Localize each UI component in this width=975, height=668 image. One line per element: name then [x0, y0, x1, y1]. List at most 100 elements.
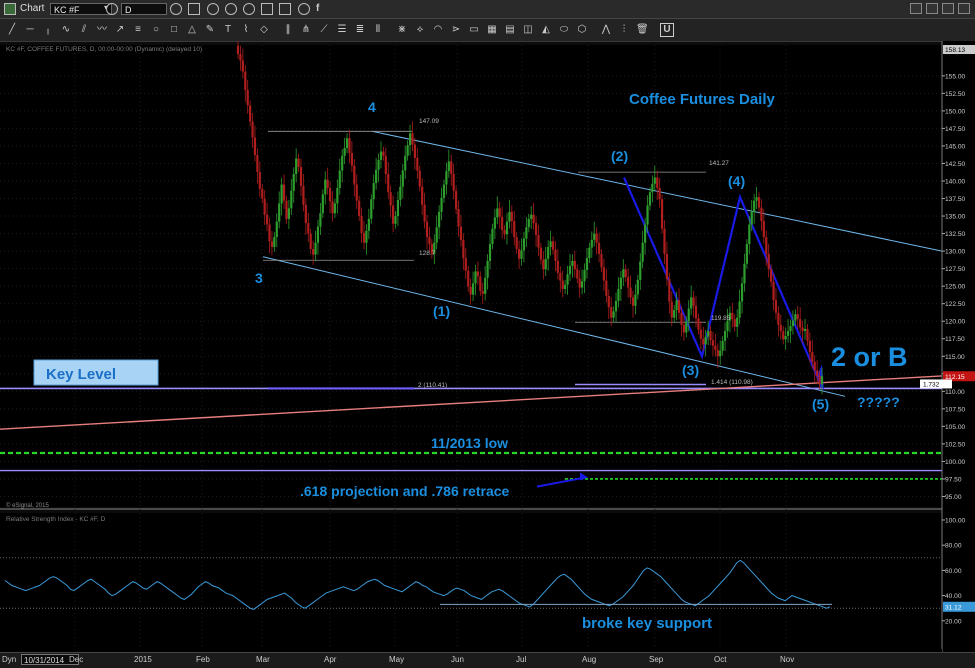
cursor-icon[interactable]	[225, 3, 237, 15]
candle-body	[401, 170, 404, 187]
symbol-input[interactable]: KC #F	[50, 3, 112, 15]
candle-body	[685, 321, 688, 333]
speed-tool-icon[interactable]: ⟡	[416, 24, 424, 35]
candle-body	[680, 312, 683, 325]
candle-body	[331, 201, 334, 214]
candle-body	[704, 336, 707, 345]
marker-tool-icon[interactable]: ◇	[260, 24, 268, 35]
line-tool-icon[interactable]: ╱	[8, 24, 16, 35]
arrow-tool-icon[interactable]: ↗	[115, 24, 125, 35]
trash-icon[interactable]: 🗑	[636, 24, 649, 35]
candle-body	[614, 300, 618, 312]
zoom-out-icon[interactable]	[207, 3, 219, 15]
cycle-tool-icon[interactable]: ≣	[355, 24, 365, 35]
candle-body	[251, 121, 254, 138]
candle-body	[520, 250, 523, 259]
candle-body	[430, 244, 433, 254]
wave-tool-icon[interactable]: 〰	[97, 24, 107, 35]
template-icon[interactable]	[188, 3, 200, 15]
bottom-bar: Dyn 10/31/2014 Dec 2015 Feb Mar Apr May Jun Jul…	[0, 652, 975, 668]
two-or-b-label: 2 or B	[831, 342, 908, 372]
candle-body	[348, 138, 351, 153]
arc-tool-icon[interactable]: ◠	[433, 24, 443, 35]
candle-body	[571, 260, 574, 266]
clock-icon[interactable]	[170, 3, 182, 15]
candle-body	[692, 297, 695, 306]
candle-body	[534, 223, 538, 235]
close-button[interactable]	[958, 3, 970, 14]
candle-body	[484, 277, 487, 294]
fib-tool-icon[interactable]: ≡	[135, 24, 141, 35]
zigzag-tool-icon[interactable]: ∿	[61, 24, 71, 35]
candle-body	[750, 211, 753, 225]
candle-body	[656, 177, 659, 189]
candle-body	[709, 331, 712, 341]
window-pin-button[interactable]	[910, 3, 922, 14]
link-icon[interactable]	[106, 3, 118, 15]
regression-tool-icon[interactable]: ⟋	[320, 24, 328, 35]
date-input[interactable]: 10/31/2014	[21, 654, 79, 665]
ratio-tool-icon[interactable]: ▤	[505, 24, 515, 35]
candle-body	[452, 173, 455, 191]
candle-body	[467, 270, 470, 287]
level-141-label: 141.27	[709, 160, 729, 167]
candle-body	[285, 200, 288, 219]
triangle-tool-icon[interactable]: △	[188, 24, 196, 35]
oval-tool-icon[interactable]: ⬭	[559, 24, 569, 35]
candle-body	[791, 320, 795, 327]
maximize-button[interactable]	[942, 3, 954, 14]
ellipse-tool-icon[interactable]: ○	[152, 24, 160, 35]
candle-body	[580, 281, 584, 288]
brush-tool-icon[interactable]: ⌇	[243, 24, 249, 35]
text-tool-icon[interactable]: T	[224, 24, 232, 35]
shape-tool-icon[interactable]: ◭	[542, 24, 550, 35]
period-tool-icon[interactable]: ⦀	[375, 24, 381, 35]
chart-area: 155.00 152.50 150.00 147.50 145.00 142.50 140.…	[0, 41, 975, 652]
underline-icon[interactable]: U	[660, 23, 674, 37]
candle-body	[486, 260, 489, 278]
last-price-box	[943, 371, 975, 382]
candle-body	[539, 247, 543, 260]
hexagon-tool-icon[interactable]: ⬡	[577, 24, 587, 35]
facebook-icon[interactable]: f	[316, 3, 320, 14]
pitchfork-tool-icon[interactable]: ⋔	[301, 24, 311, 35]
rsi-header: Relative Strength Index - KC #F, D	[6, 516, 106, 523]
interval-input[interactable]: D	[121, 3, 167, 15]
measure-tool-icon[interactable]: ▭	[469, 24, 479, 35]
minimize-button[interactable]	[926, 3, 938, 14]
candle-body	[619, 277, 622, 289]
horizontal-line-tool-icon[interactable]: ─	[26, 24, 34, 35]
channel-tool-icon[interactable]: ⫽	[81, 24, 87, 35]
zoom-in-icon[interactable]	[243, 3, 255, 15]
rsi-last-label: 31.12	[945, 604, 962, 611]
price-tick-label: 130.00	[945, 249, 966, 256]
rsi-pane	[0, 513, 942, 649]
timezone-tool-icon[interactable]: ▦	[487, 24, 497, 35]
candle-body	[801, 327, 804, 332]
candle-body	[634, 294, 637, 306]
candle-body	[770, 269, 773, 282]
candle-body	[416, 157, 419, 171]
time-axis	[0, 649, 942, 652]
parallel-tool-icon[interactable]: ∥	[285, 24, 291, 35]
globe-icon[interactable]	[298, 3, 310, 15]
fan-tool-icon[interactable]: ⋗	[451, 24, 461, 35]
price-tick-label: 102.50	[945, 441, 966, 448]
gann-tool-icon[interactable]: ⋇	[397, 24, 407, 35]
candle-body	[593, 233, 596, 240]
message-icon[interactable]	[279, 3, 291, 15]
candle-body	[312, 249, 315, 255]
levels-tool-icon[interactable]: ☰	[337, 24, 347, 35]
callout-tool-icon[interactable]: ◫	[523, 24, 533, 35]
candle-body	[576, 269, 579, 279]
bars-tool-icon[interactable]: ⫶	[622, 24, 626, 35]
pen-tool-icon[interactable]: ✎	[205, 24, 215, 35]
candle-body	[610, 307, 613, 318]
candle-body	[627, 277, 630, 288]
x-tick-label: Jun	[451, 655, 464, 664]
candle-body	[442, 184, 446, 198]
link-chart-icon[interactable]	[261, 3, 273, 15]
rectangle-tool-icon[interactable]: □	[170, 24, 178, 35]
vertical-line-tool-icon[interactable]: ╷	[44, 24, 52, 35]
elliott-tool-icon[interactable]: ⋀	[601, 24, 611, 35]
